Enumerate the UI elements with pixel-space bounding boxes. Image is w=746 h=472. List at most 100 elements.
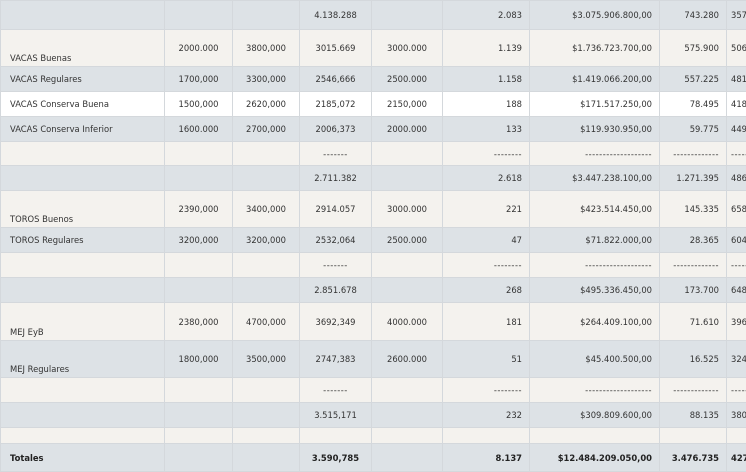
min-value-cell (165, 278, 233, 303)
total-average-cell: 3.590,785 (300, 444, 372, 472)
amount-cell: $1.736.723.700,00 (530, 30, 660, 67)
average-value-cell: 2006,373 (300, 117, 372, 142)
kilos-cell: 59.775 (660, 117, 727, 142)
amount-cell: $423.514.450,00 (530, 191, 660, 228)
max-value-cell: 3200,000 (233, 228, 300, 253)
spacer-row (1, 428, 746, 444)
head-count-cell: 181 (443, 303, 530, 341)
table-row: MEJ Regulares 1800,000 3500,000 2747,383… (1, 341, 746, 378)
mode-value-cell: 3000.000 (372, 191, 443, 228)
head-count-cell: 1.139 (443, 30, 530, 67)
amount-cell: $171.517.250,00 (530, 92, 660, 117)
separator-row: ------- -------- ------------------- ---… (1, 378, 746, 403)
average-weight-cell: 357 (727, 1, 746, 30)
amount-cell: $3.075.906.800,00 (530, 1, 660, 30)
kilos-cell: 1.271.395 (660, 166, 727, 191)
amount-cell: $71.822.000,00 (530, 228, 660, 253)
average-weight-cell: 396 (727, 303, 746, 341)
average-weight-cell: 324 (727, 341, 746, 378)
average-weight-cell: 658 (727, 191, 746, 228)
total-average-weight-cell: 427 (727, 444, 746, 472)
min-value-cell: 1700,000 (165, 67, 233, 92)
kilos-cell: 78.495 (660, 92, 727, 117)
table-row: TOROS Regulares 3200,000 3200,000 2532,0… (1, 228, 746, 253)
min-value-cell (165, 444, 233, 472)
separator-dashes: ------- (300, 253, 372, 278)
max-value-cell (233, 142, 300, 166)
average-weight-cell: 486 (727, 166, 746, 191)
category-cell (1, 253, 165, 278)
head-count-cell: 2.083 (443, 1, 530, 30)
total-amount-cell: $12.484.209.050,00 (530, 444, 660, 472)
amount-cell (530, 428, 660, 444)
average-value-cell (300, 428, 372, 444)
min-value-cell (165, 253, 233, 278)
kilos-cell: 173.700 (660, 278, 727, 303)
category-cell: TOROS Buenos (1, 191, 165, 228)
category-cell: TOROS Regulares (1, 228, 165, 253)
separator-dashes: -------- (443, 253, 530, 278)
category-cell (1, 166, 165, 191)
mode-value-cell (372, 142, 443, 166)
max-value-cell (233, 403, 300, 428)
average-weight-cell: 604 (727, 228, 746, 253)
min-value-cell (165, 1, 233, 30)
max-value-cell (233, 253, 300, 278)
mode-value-cell: 3000.000 (372, 30, 443, 67)
average-value-cell: 2185,072 (300, 92, 372, 117)
category-cell (1, 378, 165, 403)
table-row: 4.138.288 2.083 $3.075.906.800,00 743.28… (1, 1, 746, 30)
separator-dashes: ------------------- (530, 253, 660, 278)
head-count-cell: 2.618 (443, 166, 530, 191)
kilos-cell: 557.225 (660, 67, 727, 92)
min-value-cell: 2380,000 (165, 303, 233, 341)
head-count-cell: 133 (443, 117, 530, 142)
average-value-cell: 2532,064 (300, 228, 372, 253)
mode-value-cell (372, 428, 443, 444)
average-weight-cell: 449 (727, 117, 746, 142)
head-count-cell: 188 (443, 92, 530, 117)
mode-value-cell (372, 1, 443, 30)
max-value-cell (233, 278, 300, 303)
separator-dashes: ------------- (660, 253, 727, 278)
min-value-cell: 2390,000 (165, 191, 233, 228)
average-value-cell: 4.138.288 (300, 1, 372, 30)
table-row: VACAS Buenas 2000.000 3800,000 3015.669 … (1, 30, 746, 67)
min-value-cell (165, 142, 233, 166)
category-cell: VACAS Buenas (1, 30, 165, 67)
mode-value-cell (372, 444, 443, 472)
head-count-cell: 268 (443, 278, 530, 303)
kilos-cell: 71.610 (660, 303, 727, 341)
min-value-cell: 1600.000 (165, 117, 233, 142)
amount-cell: $495.336.450,00 (530, 278, 660, 303)
amount-cell: $264.409.100,00 (530, 303, 660, 341)
category-cell: VACAS Conserva Inferior (1, 117, 165, 142)
mode-value-cell (372, 378, 443, 403)
average-weight-cell: 648 (727, 278, 746, 303)
category-cell (1, 403, 165, 428)
max-value-cell (233, 166, 300, 191)
mode-value-cell (372, 403, 443, 428)
average-value-cell: 2546,666 (300, 67, 372, 92)
separator-row: ------- -------- ------------------- ---… (1, 142, 746, 166)
mode-value-cell: 2500.000 (372, 67, 443, 92)
min-value-cell: 3200,000 (165, 228, 233, 253)
category-cell (1, 142, 165, 166)
category-cell (1, 278, 165, 303)
min-value-cell (165, 428, 233, 444)
totals-row: Totales 3.590,785 8.137 $12.484.209.050,… (1, 444, 746, 472)
total-kilos-cell: 3.476.735 (660, 444, 727, 472)
min-value-cell (165, 166, 233, 191)
separator-dashes: ------ (727, 142, 746, 166)
separator-dashes: ------------------- (530, 142, 660, 166)
separator-dashes: ------ (727, 253, 746, 278)
subtotal-row: 2.711.382 2.618 $3.447.238.100,00 1.271.… (1, 166, 746, 191)
kilos-cell: 88.135 (660, 403, 727, 428)
average-weight-cell: 380 (727, 403, 746, 428)
max-value-cell: 4700,000 (233, 303, 300, 341)
amount-cell: $1.419.066.200,00 (530, 67, 660, 92)
total-head-count-cell: 8.137 (443, 444, 530, 472)
head-count-cell: 221 (443, 191, 530, 228)
max-value-cell: 3800,000 (233, 30, 300, 67)
